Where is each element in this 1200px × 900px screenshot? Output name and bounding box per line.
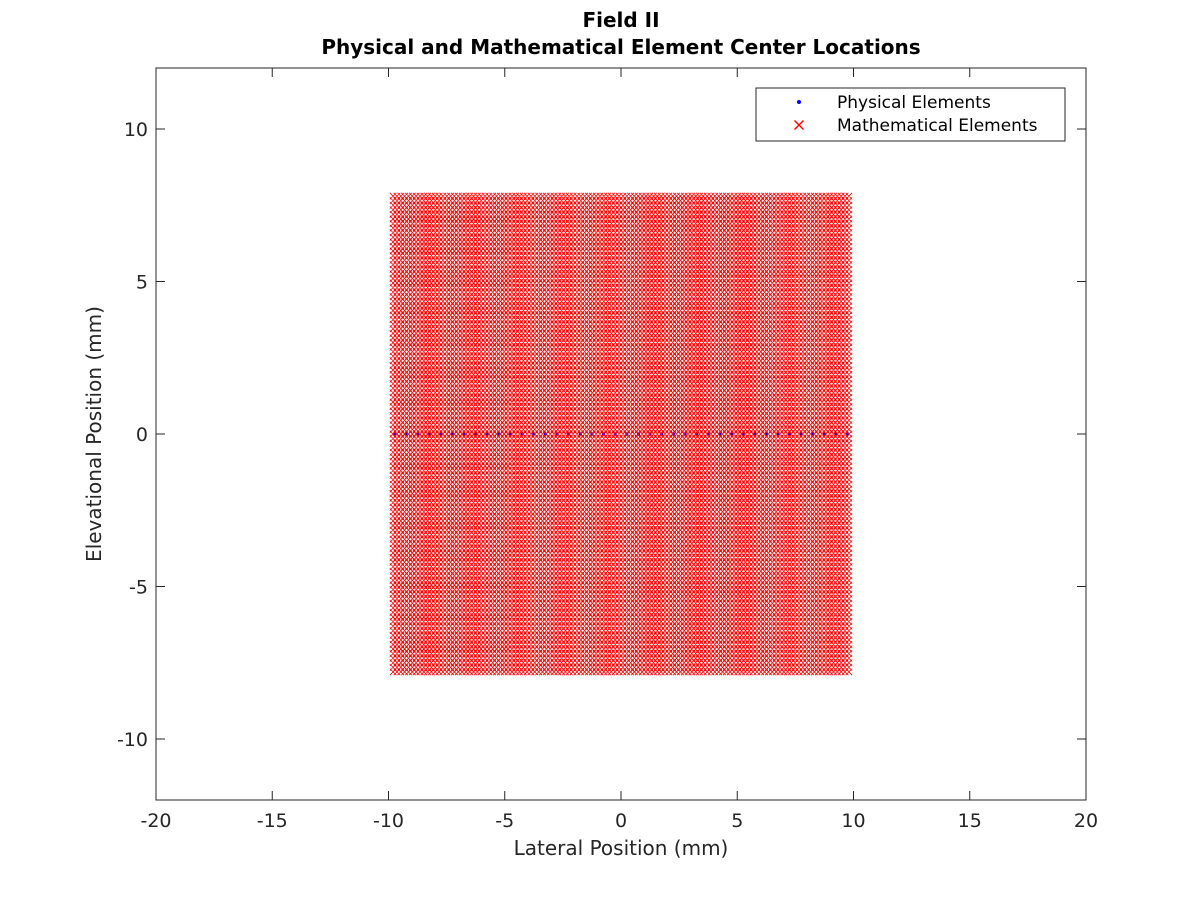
plot-area: [156, 68, 1086, 800]
x-tick-label: 20: [1074, 810, 1098, 832]
dot-marker-point: [671, 432, 675, 436]
y-tick-label: 10: [124, 119, 148, 141]
x-tick-label: 0: [615, 810, 627, 832]
legend-marker-mathematical: [794, 120, 804, 130]
legend-label-mathematical: Mathematical Elements: [837, 116, 1038, 136]
dot-marker-point: [532, 432, 536, 436]
dot-marker-point: [694, 432, 699, 436]
y-tick-label: -5: [129, 577, 148, 599]
y-tick-label: -10: [117, 729, 148, 751]
x-tick-label: 10: [841, 810, 865, 832]
legend-box: [755, 87, 1066, 142]
y-tick-label: 0: [136, 424, 148, 446]
dot-marker-point: [543, 432, 548, 436]
y-tick-label: 5: [136, 272, 148, 294]
x-tick-label: 5: [731, 810, 743, 832]
legend-marker-physical: [797, 100, 801, 104]
series-mathematical-elements: [389, 192, 853, 676]
x-marker-points: [389, 192, 853, 676]
chart-subtitle: Physical and Mathematical Element Center…: [321, 35, 920, 59]
x-tick-label: -15: [257, 810, 288, 832]
axes-box: [155, 67, 1087, 801]
series-layer: [389, 192, 853, 676]
dot-marker-point: [706, 432, 710, 436]
x-tick-label: -10: [373, 810, 404, 832]
legend: Physical Elements Mathematical Elements: [755, 87, 1066, 142]
x-tick-label: -20: [140, 810, 171, 832]
axis-layer: -20 -15 -10 -5 0 5 10 15 20 -10 -5 0 5 10: [117, 68, 1098, 832]
chart-title: Field II: [582, 8, 659, 32]
dot-marker-point: [683, 432, 687, 436]
y-axis-label: Elevational Position (mm): [82, 306, 106, 562]
x-tick-label: 15: [958, 810, 982, 832]
x-tick-label: -5: [495, 810, 514, 832]
dot-marker-point: [567, 432, 571, 436]
x-axis-label: Lateral Position (mm): [514, 836, 729, 860]
legend-label-physical: Physical Elements: [837, 93, 991, 113]
dot-marker-point: [555, 432, 559, 436]
